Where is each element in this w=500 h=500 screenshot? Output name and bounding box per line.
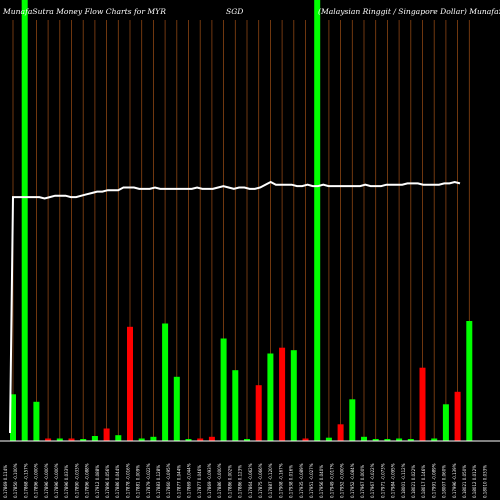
- bar-down: [302, 438, 309, 441]
- bar-up: [407, 439, 414, 441]
- x-tick-label: 0.17951 -0.027%: [309, 463, 314, 498]
- bar-down: [255, 385, 262, 441]
- x-tick-label: 0.17996 -0.139%: [452, 463, 457, 498]
- bar-down: [127, 326, 133, 441]
- x-tick-label: 0.17886 0.044%: [115, 465, 120, 498]
- bar-up: [442, 404, 449, 441]
- bar-up: [396, 438, 403, 441]
- x-tick-label: 0.17877 0.044%: [176, 465, 181, 498]
- x-tick-label: 0.18007 0.060%: [442, 465, 447, 498]
- x-tick-label: 0.17875 -0.066%: [258, 463, 263, 498]
- x-tick-label: 0.18021 0.050%: [462, 465, 467, 498]
- price-line: [9, 180, 461, 434]
- x-tick-label: 0.17956 0.040%: [319, 465, 324, 498]
- bar-up: [466, 321, 473, 441]
- bar-up: [10, 394, 16, 441]
- bar-up: [372, 439, 379, 441]
- chart-title-left: MunafaSutra Money Flow Charts for MYR: [2, 7, 166, 16]
- bar-up: [21, 0, 28, 441]
- bar-up: [384, 439, 391, 441]
- x-tick-label: 0.17887 -0.120%: [268, 463, 273, 498]
- bar-up: [314, 0, 321, 441]
- x-tick-label: 0.17952 -0.084%: [350, 463, 355, 498]
- x-tick-label: 0.17949 -0.017%: [329, 463, 334, 498]
- chart-title-mid: SGD: [226, 7, 243, 16]
- x-tick-label: 0.17860 -0.095%: [166, 463, 171, 498]
- x-tick-label: 0.17886 -0.000%: [217, 463, 222, 498]
- x-tick-label: 0.17878 -0.016%: [125, 463, 130, 498]
- bar-down: [454, 391, 461, 441]
- bar-up: [115, 435, 122, 441]
- x-tick-label: 0.17869 -0.093%: [207, 463, 212, 498]
- x-tick-label: 0.17864 -0.062%: [248, 463, 253, 498]
- bar-down: [68, 438, 75, 441]
- x-tick-label: 0.17890 -0.033%: [74, 463, 79, 498]
- bar-up: [150, 436, 157, 441]
- money-flow-bars: [10, 0, 473, 441]
- x-tick-label: 0.18021 0.022%: [411, 465, 416, 498]
- bar-up: [33, 401, 40, 441]
- x-tick-label: 0.17938 0.016%: [289, 465, 294, 498]
- bar-down: [279, 347, 286, 441]
- x-tick-label: 0.17896 -0.088%: [85, 463, 90, 498]
- x-tick-label: 0.17908 -0.167%: [278, 463, 283, 498]
- x-tick-label: 0.18001 -0.112%: [401, 463, 406, 498]
- bar-up: [138, 438, 145, 441]
- bar-up: [290, 350, 297, 441]
- bar-up: [267, 353, 274, 441]
- x-tick-label: 0.18017 0.146%: [421, 465, 426, 498]
- bar-down: [208, 436, 215, 441]
- x-tick-label: 0.17967 -0.022%: [370, 463, 375, 498]
- bar-up: [220, 338, 227, 441]
- price-line-layer: [9, 180, 461, 434]
- x-axis-labels: 0.17869 0.114% 0.17850 -0.100% 0.17868 -0.…: [3, 463, 487, 498]
- x-tick-label: 0.17984 -0.095%: [391, 463, 396, 498]
- x-tick-label: 0.17896 -0.000%: [54, 463, 59, 498]
- x-tick-label: 0.17877 0.046%: [197, 465, 202, 498]
- x-tick-label: 0.17967 0.000%: [360, 465, 365, 498]
- bar-up: [162, 323, 169, 441]
- bar-up: [244, 439, 250, 441]
- x-tick-label: 0.18010 0.033%: [482, 465, 487, 498]
- x-tick-label: 0.17869 -0.044%: [187, 463, 192, 498]
- x-tick-label: 0.17971 -0.073%: [380, 463, 385, 498]
- x-tick-label: 0.17868 -0.157%: [23, 463, 28, 498]
- x-tick-label: 0.17935 -0.089%: [299, 463, 304, 498]
- bar-up: [361, 436, 367, 441]
- x-tick-label: 0.17886 0.123%: [238, 465, 243, 498]
- bar-down: [419, 367, 426, 441]
- x-tick-label: 0.17850 -0.100%: [13, 463, 18, 498]
- chart-title-right: (Malaysian Ringgit / Singapore Dollar) M…: [318, 7, 500, 16]
- x-tick-label: 0.17896 0.056%: [105, 465, 110, 498]
- bar-up: [80, 439, 87, 441]
- bar-up: [173, 376, 180, 441]
- x-tick-label: 0.17881 0.009%: [136, 465, 141, 498]
- x-tick-label: 0.17886 0.002%: [227, 465, 232, 498]
- x-tick-label: 0.17912 0.088%: [95, 465, 100, 498]
- bar-up: [349, 399, 356, 441]
- bar-up: [431, 438, 438, 441]
- x-tick-label: 0.17879 -0.022%: [146, 463, 151, 498]
- x-tick-label: 0.17896 -0.000%: [34, 463, 39, 498]
- bar-down: [45, 438, 52, 441]
- bar-up: [232, 370, 239, 441]
- x-tick-label: 0.17991 -0.089%: [431, 463, 436, 498]
- x-tick-label: 0.17896 -0.000%: [44, 463, 49, 498]
- x-tick-label: 0.17952 -0.000%: [340, 463, 345, 498]
- bar-up: [56, 438, 63, 441]
- x-tick-label: 0.17869 0.114%: [3, 465, 8, 498]
- x-tick-label: 0.17883 0.128%: [156, 465, 161, 498]
- bar-down: [197, 438, 204, 441]
- bar-down: [103, 428, 110, 441]
- bar-up: [325, 437, 332, 441]
- x-tick-label: 0.18012 0.012%: [472, 465, 477, 498]
- bar-down: [337, 424, 344, 441]
- x-tick-label: 0.17896 0.033%: [64, 465, 69, 498]
- bar-up: [185, 439, 192, 441]
- bar-up: [91, 436, 98, 441]
